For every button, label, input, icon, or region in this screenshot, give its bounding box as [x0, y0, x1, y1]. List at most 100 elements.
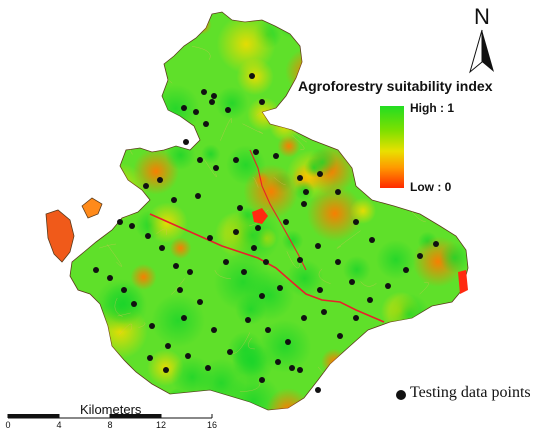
legend-high-label: High : 1	[410, 101, 454, 115]
road-line	[318, 268, 331, 284]
testing-point	[131, 301, 137, 307]
texture-blob	[70, 155, 113, 202]
texture-blob	[151, 293, 206, 348]
testing-point	[277, 285, 283, 291]
road-line	[286, 251, 301, 269]
testing-point	[433, 241, 439, 247]
testing-point	[173, 263, 179, 269]
north-letter: N	[474, 4, 490, 29]
testing-point	[165, 343, 171, 349]
testing-point	[315, 387, 321, 393]
road-line	[347, 41, 368, 46]
texture-blob	[266, 388, 311, 410]
testing-point	[385, 283, 391, 289]
texture-blob	[416, 333, 466, 383]
testing-point	[297, 367, 303, 373]
road-line	[398, 368, 405, 383]
texture-blob	[82, 143, 109, 170]
testing-point	[233, 157, 239, 163]
road-line	[114, 297, 123, 317]
testing-point	[145, 233, 151, 239]
north-western-lobe	[81, 197, 103, 219]
road-line	[99, 243, 117, 249]
road-line	[70, 70, 88, 95]
road-line	[156, 228, 168, 235]
testing-point	[283, 219, 289, 225]
testing-point	[369, 237, 375, 243]
testing-point	[143, 183, 149, 189]
testing-point	[317, 171, 323, 177]
testing-point-symbol	[396, 390, 406, 400]
road-line	[252, 177, 259, 188]
road-line	[85, 301, 98, 321]
testing-point	[213, 165, 219, 171]
road-line	[138, 322, 146, 328]
testing-point	[403, 267, 409, 273]
legend-color-ramp	[380, 106, 404, 188]
testing-point	[301, 315, 307, 321]
texture-blob	[375, 239, 416, 280]
road-line	[336, 230, 361, 249]
road-line	[124, 137, 128, 145]
testing-point	[263, 259, 269, 265]
testing-point	[253, 149, 259, 155]
texture-blob	[434, 126, 468, 162]
scale-tick-12: 12	[155, 420, 167, 430]
testing-points-label: Testing data points	[410, 384, 531, 401]
testing-point	[273, 153, 279, 159]
road-line	[117, 312, 131, 317]
texture-blob	[445, 211, 463, 229]
road-line	[360, 281, 377, 287]
texture-blob	[314, 25, 352, 64]
road-line	[446, 35, 454, 52]
texture-blob	[169, 237, 192, 260]
texture-blob	[307, 43, 328, 64]
east-patch	[458, 270, 468, 294]
testing-point	[297, 175, 303, 181]
road-line	[203, 159, 217, 178]
testing-point	[163, 367, 169, 373]
road-line	[347, 141, 356, 144]
texture-blob	[258, 319, 312, 373]
texture-blob	[224, 207, 281, 264]
testing-point	[285, 339, 291, 345]
texture-blob	[236, 58, 274, 96]
road-line	[444, 350, 455, 360]
texture-blob	[374, 57, 398, 81]
scale-tick-16: 16	[206, 420, 218, 430]
testing-point	[255, 225, 261, 231]
road-line	[130, 12, 138, 29]
river	[149, 213, 385, 323]
road-line	[273, 176, 286, 186]
testing-point	[187, 269, 193, 275]
testing-points	[93, 73, 439, 393]
testing-point	[353, 219, 359, 225]
legend-title: Agroforestry suitability index	[298, 78, 493, 94]
road-line	[342, 67, 355, 72]
testing-point	[93, 267, 99, 273]
testing-point	[225, 107, 231, 113]
scale-tick-8: 8	[107, 420, 113, 430]
testing-point	[349, 279, 355, 285]
texture-blob	[307, 147, 337, 177]
testing-point	[147, 355, 153, 361]
road-line	[439, 317, 453, 324]
testing-point	[211, 93, 217, 99]
road-line	[118, 323, 133, 336]
testing-point	[177, 287, 183, 293]
testing-point	[237, 205, 243, 211]
testing-point	[181, 105, 187, 111]
scale-tick-0: 0	[5, 420, 11, 430]
texture-blob	[135, 126, 154, 145]
testing-point	[203, 121, 209, 127]
testing-point	[197, 157, 203, 163]
testing-point	[321, 309, 327, 315]
road-line	[171, 278, 186, 295]
texture-blob	[70, 116, 100, 160]
road-line	[106, 244, 123, 267]
texture-blob	[439, 242, 468, 274]
testing-point	[301, 201, 307, 207]
testing-point	[367, 297, 373, 303]
texture-blob	[349, 197, 377, 224]
